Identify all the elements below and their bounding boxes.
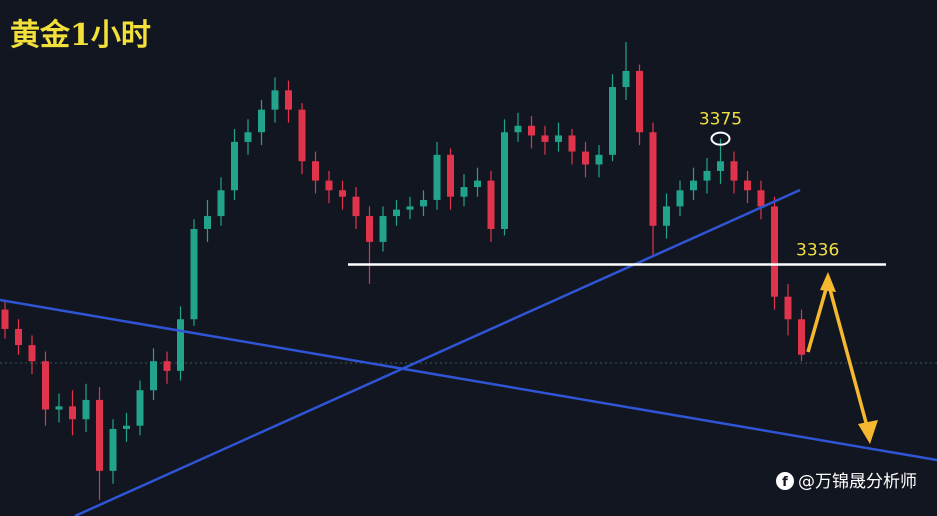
candle-body: [690, 180, 697, 191]
candle-body: [379, 216, 387, 242]
candle-body: [55, 406, 63, 410]
candle-body: [582, 151, 589, 165]
candle-body: [109, 428, 117, 471]
candle-body: [528, 125, 535, 136]
level-label: 3375: [699, 110, 742, 130]
candle-body: [649, 132, 657, 226]
candle-body: [1, 309, 9, 329]
candle-body: [541, 135, 549, 142]
arrow: [806, 281, 830, 353]
candle-body: [460, 187, 468, 197]
level-label: 3336: [796, 240, 839, 260]
candle-body: [514, 125, 522, 133]
candle-body: [82, 399, 90, 420]
candle-body: [433, 154, 441, 200]
watermark: @万锦晟分析师: [798, 472, 917, 492]
candle-body: [717, 161, 724, 171]
candle-body: [325, 180, 333, 191]
candle-body: [798, 319, 805, 355]
arrow: [826, 281, 870, 431]
candle-body: [217, 190, 225, 217]
candle-body: [595, 154, 603, 165]
candle-body: [69, 406, 76, 420]
candle-body: [366, 216, 373, 242]
candle-body: [123, 425, 130, 429]
candle-body: [730, 161, 738, 181]
candle-body: [636, 70, 643, 133]
chart-title: 黄金1小时: [10, 18, 151, 53]
candle-body: [757, 190, 765, 207]
candle-body: [28, 345, 36, 362]
candle-body: [474, 180, 481, 188]
candle-body: [393, 209, 400, 217]
candle-body: [42, 361, 49, 410]
candle-body: [298, 109, 306, 162]
candle-body: [190, 228, 198, 320]
candle-body: [204, 216, 211, 229]
candle-body: [258, 109, 265, 133]
candle-body: [676, 190, 684, 207]
candle-body: [703, 170, 711, 181]
arrowhead: [858, 420, 878, 444]
candle-body: [177, 319, 184, 371]
candle-body: [244, 132, 252, 142]
candle-body: [150, 361, 157, 391]
candle-body: [487, 180, 495, 229]
candle-body: [231, 141, 238, 191]
high-marker: [710, 131, 731, 146]
candle-body: [406, 206, 414, 210]
candle-body: [15, 328, 22, 346]
candle-body: [339, 190, 346, 197]
candle-body: [271, 90, 279, 110]
candle-body: [609, 87, 616, 155]
trend-line: [0, 298, 937, 462]
candle-body: [447, 154, 454, 197]
candle-body: [784, 296, 792, 320]
candle-body: [420, 199, 427, 207]
candles: [1, 41, 805, 500]
trend-line: [74, 188, 801, 516]
candle-body: [136, 390, 144, 426]
candle-body: [163, 361, 171, 371]
candle-body: [622, 70, 630, 88]
annotations: 3336 3375: [348, 110, 886, 266]
candle-body: [285, 90, 292, 110]
logo: [776, 472, 794, 490]
candle-body: [312, 161, 319, 181]
candle-body: [501, 132, 508, 229]
candle-body: [96, 399, 103, 471]
candle-body: [352, 196, 360, 217]
logo-glyph: f: [782, 475, 788, 490]
candle-body: [744, 180, 751, 191]
candle-body: [663, 206, 670, 226]
candle-body: [555, 135, 562, 142]
candle-body: [771, 206, 778, 297]
candle-body: [568, 135, 576, 152]
